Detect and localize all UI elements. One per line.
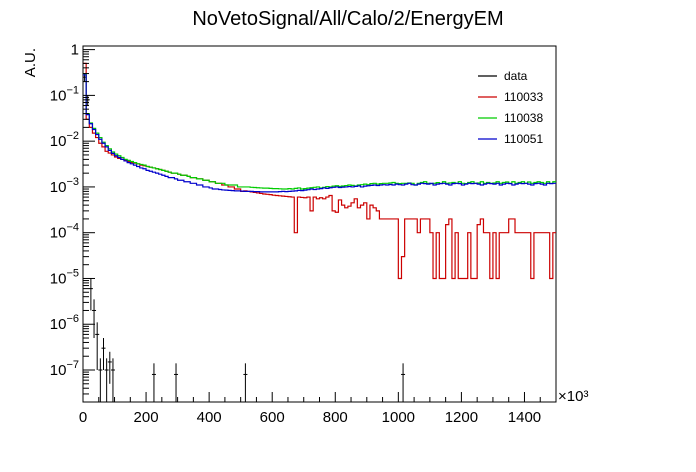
x-tick-label: 800 <box>323 409 348 426</box>
legend-label: 110051 <box>504 132 543 146</box>
y-tick-label: 10−6 <box>50 313 79 333</box>
chart-title: NoVetoSignal/All/Calo/2/EnergyEM <box>192 8 503 30</box>
y-tick-label: 10−7 <box>50 359 79 379</box>
x-tick-label: 1400 <box>508 409 541 426</box>
y-tick-label: 10−4 <box>50 222 79 242</box>
y-tick-label: 10−1 <box>50 84 79 104</box>
legend-label: 110038 <box>504 111 543 125</box>
y-tick-label: 10−5 <box>50 267 79 287</box>
x-axis-multiplier: ×10³ <box>558 388 588 405</box>
y-tick-label: 10−3 <box>50 176 79 196</box>
y-tick-label: 1 <box>71 42 79 59</box>
legend-label: data <box>504 69 528 83</box>
x-tick-label: 1000 <box>382 409 415 426</box>
y-tick-label: 10−2 <box>50 130 79 150</box>
series-layer <box>82 62 556 402</box>
x-tick-label: 200 <box>134 409 159 426</box>
x-tick-label: 1200 <box>445 409 478 426</box>
y-axis: 10−7 10−6 10−5 10−4 10−3 10−2 10−1 1 <box>50 42 95 403</box>
y-axis-label: A.U. <box>22 48 39 77</box>
x-tick-label: 400 <box>197 409 222 426</box>
x-tick-label: 0 <box>79 409 87 426</box>
legend: data 110033 110038 110051 <box>478 69 543 146</box>
x-axis-multiplier-text: ×10³ <box>558 388 588 405</box>
x-tick-label: 600 <box>260 409 285 426</box>
x-axis: 0 200 400 600 800 1000 1200 1400 <box>79 392 557 426</box>
legend-label: 110033 <box>504 90 543 104</box>
series-110051-line <box>83 74 556 193</box>
